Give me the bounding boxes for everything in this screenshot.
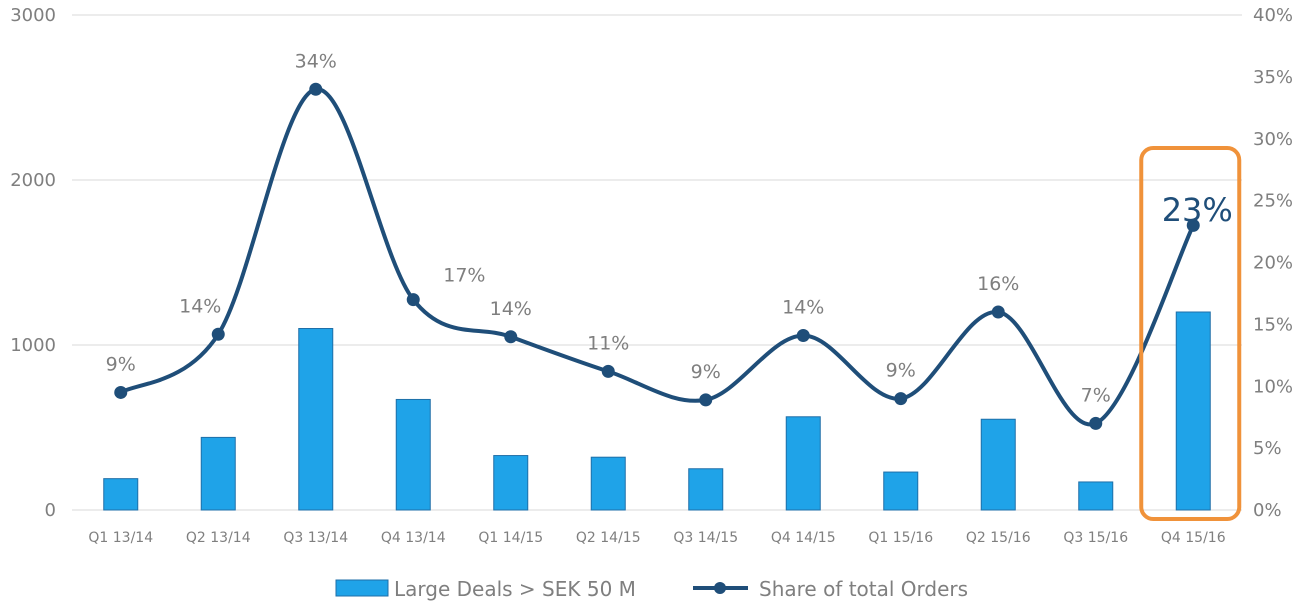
- bar: [200, 436, 236, 511]
- gridlines: [72, 14, 1242, 511]
- right-tick-label: 40%: [1253, 5, 1293, 26]
- data-label: 11%: [587, 332, 629, 354]
- right-tick-label: 0%: [1253, 500, 1282, 521]
- line-point: [1186, 218, 1200, 232]
- bar: [883, 471, 919, 511]
- bar: [395, 398, 431, 511]
- line-point: [991, 305, 1005, 319]
- line-point: [211, 327, 225, 341]
- data-label: 14%: [782, 297, 824, 319]
- data-label: 14%: [179, 295, 221, 317]
- category-label: Q2 13/14: [186, 530, 251, 546]
- category-label: Q1 14/15: [478, 530, 543, 546]
- category-label: Q1 13/14: [88, 530, 153, 546]
- share-line: [119, 87, 1196, 427]
- legend-bar-swatch: [335, 579, 389, 597]
- category-label: Q2 14/15: [576, 530, 641, 546]
- highlight-frame: [1139, 146, 1242, 521]
- right-tick-label: 20%: [1253, 253, 1293, 274]
- data-label: 16%: [977, 273, 1019, 295]
- bar: [1175, 311, 1211, 511]
- highlight-box: [1139, 146, 1242, 521]
- category-label: Q2 15/16: [966, 530, 1031, 546]
- right-tick-label: 10%: [1253, 376, 1293, 397]
- bar: [590, 456, 626, 511]
- left-axis-ticks: 0 1000 2000 3000: [10, 5, 56, 521]
- data-label: 7%: [1081, 384, 1111, 406]
- line-series: [114, 82, 1200, 430]
- bar: [785, 416, 821, 511]
- legend-line-label: Share of total Orders: [759, 577, 968, 601]
- right-tick-label: 25%: [1253, 191, 1293, 212]
- right-axis-ticks: 0% 5% 10% 15% 20% 25% 30% 35% 40%: [1253, 5, 1293, 521]
- bar: [1078, 481, 1114, 511]
- bar: [688, 468, 724, 511]
- legend-bar-label: Large Deals > SEK 50 M: [394, 577, 636, 601]
- right-tick-label: 30%: [1253, 129, 1293, 150]
- line-point: [114, 385, 128, 399]
- data-label: 9%: [886, 360, 916, 382]
- line-point: [796, 329, 810, 343]
- data-label: 9%: [106, 353, 136, 375]
- data-label: 9%: [691, 361, 721, 383]
- left-tick-label: 0: [45, 500, 56, 521]
- bar: [493, 455, 529, 511]
- left-tick-label: 2000: [10, 170, 56, 191]
- category-label: Q4 14/15: [771, 530, 836, 546]
- category-label: Q4 15/16: [1161, 530, 1226, 546]
- category-label: Q4 13/14: [381, 530, 446, 546]
- category-label: Q3 15/16: [1063, 530, 1128, 546]
- data-labels: 9%14%34%17%14%11%9%14%9%16%7%23%: [106, 50, 1233, 406]
- right-tick-label: 15%: [1253, 314, 1293, 335]
- legend-line-marker: [714, 582, 726, 594]
- category-label: Q3 13/14: [283, 530, 348, 546]
- category-label: Q1 15/16: [868, 530, 933, 546]
- data-label: 23%: [1162, 191, 1233, 229]
- line-point: [894, 392, 908, 406]
- left-tick-label: 3000: [10, 5, 56, 26]
- bar: [103, 478, 139, 511]
- left-tick-label: 1000: [10, 335, 56, 356]
- bar: [298, 328, 334, 511]
- category-labels: Q1 13/14 Q2 13/14 Q3 13/14 Q4 13/14 Q1 14/15…: [88, 530, 1225, 546]
- data-label: 34%: [295, 50, 337, 72]
- right-tick-label: 35%: [1253, 67, 1293, 88]
- legend: Large Deals > SEK 50 M Share of total Or…: [335, 577, 968, 601]
- line-point: [699, 393, 713, 407]
- line-point: [309, 82, 323, 96]
- bar-series: [103, 311, 1211, 511]
- line-point: [601, 364, 615, 378]
- data-label: 14%: [490, 298, 532, 320]
- line-point: [406, 293, 420, 307]
- data-label: 17%: [443, 265, 485, 287]
- line-point: [1089, 416, 1103, 430]
- category-label: Q3 14/15: [673, 530, 738, 546]
- bar: [980, 418, 1016, 511]
- line-point: [504, 330, 518, 344]
- right-tick-label: 5%: [1253, 438, 1282, 459]
